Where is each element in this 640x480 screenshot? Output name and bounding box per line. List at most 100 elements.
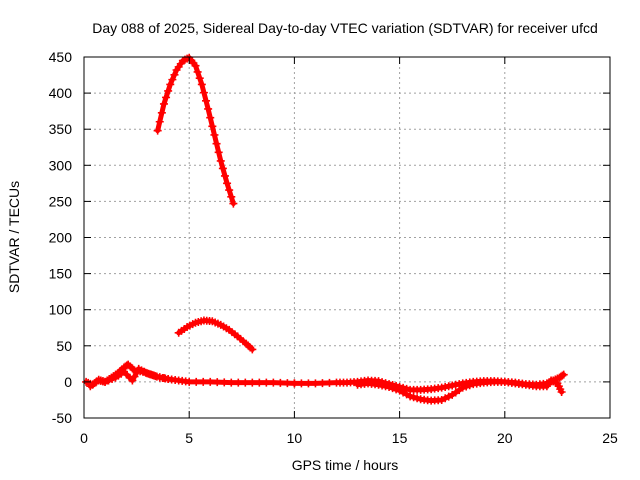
data-point-marker: [262, 378, 271, 387]
data-point-marker: [248, 345, 257, 354]
data-point-marker: [558, 371, 567, 380]
data-point-marker: [155, 117, 164, 126]
chart-title: Day 088 of 2025, Sidereal Day-to-day VTE…: [92, 20, 598, 36]
data-point-marker: [218, 164, 227, 173]
x-tick-label: 25: [602, 430, 618, 446]
y-tick-label: 400: [49, 85, 73, 101]
data-point-marker: [195, 74, 204, 83]
data-point-marker: [241, 378, 250, 387]
data-point-marker: [168, 75, 177, 84]
x-axis-label: GPS time / hours: [292, 457, 399, 473]
data-point-marker: [304, 379, 313, 388]
data-point-marker: [227, 192, 236, 201]
data-point-marker: [557, 388, 566, 397]
data-point-marker: [191, 61, 200, 70]
data-point-marker: [290, 379, 299, 388]
data-point-marker: [234, 378, 243, 387]
data-point-marker: [214, 148, 223, 157]
data-point-marker: [283, 379, 292, 388]
data-point-marker: [465, 381, 474, 390]
y-tick-label: 350: [49, 121, 73, 137]
grid-lines: [84, 57, 610, 418]
data-point-marker: [197, 80, 206, 89]
series-arc-peak: [153, 53, 238, 208]
data-point-marker: [388, 384, 397, 393]
data-point-marker: [101, 377, 110, 386]
data-point-marker: [220, 378, 229, 387]
y-tick-label: 200: [49, 230, 73, 246]
data-point-marker: [325, 378, 334, 387]
data-point-marker: [159, 374, 168, 383]
data-point-marker: [444, 392, 453, 401]
data-point-marker: [199, 377, 208, 386]
data-point-marker: [164, 86, 173, 95]
data-point-marker: [157, 108, 166, 117]
data-point-marker: [276, 378, 285, 387]
data-point-marker: [193, 67, 202, 76]
data-point-marker: [462, 382, 471, 391]
data-point-marker: [225, 186, 234, 195]
series-baseline-b: [86, 364, 173, 391]
data-point-marker: [192, 377, 201, 386]
y-axis-label: SDTVAR / TECUs: [6, 181, 22, 293]
y-tick-label: 50: [56, 338, 72, 354]
series-baseline-d: [353, 376, 566, 405]
data-point-marker: [185, 377, 194, 386]
data-point-marker: [206, 377, 215, 386]
data-point-marker: [212, 139, 221, 148]
x-tick-label: 0: [80, 430, 88, 446]
data-point-marker: [208, 122, 217, 131]
data-point-marker: [206, 113, 215, 122]
data-point-marker: [458, 383, 467, 392]
data-point-marker: [392, 385, 401, 394]
data-point-marker: [248, 378, 257, 387]
x-tick-label: 20: [497, 430, 513, 446]
data-point-marker: [210, 130, 219, 139]
data-point-marker: [441, 394, 450, 403]
y-tick-label: 450: [49, 49, 73, 65]
data-point-marker: [204, 104, 213, 113]
y-tick-label: 300: [49, 157, 73, 173]
data-point-marker: [166, 80, 175, 89]
x-tick-label: 10: [287, 430, 303, 446]
data-point-marker: [229, 199, 238, 208]
y-tick-label: 100: [49, 302, 73, 318]
y-tick-label: 0: [64, 374, 72, 390]
data-point-marker: [104, 376, 113, 385]
data-point-marker: [318, 379, 327, 388]
data-point-marker: [406, 392, 415, 401]
data-point-marker: [164, 375, 173, 384]
data-point-marker: [159, 99, 168, 108]
data-point-marker: [437, 395, 446, 404]
data-point-marker: [216, 156, 225, 165]
data-point-marker: [413, 394, 422, 403]
data-point-marker: [223, 179, 232, 188]
data-point-marker: [213, 378, 222, 387]
data-point-marker: [269, 378, 278, 387]
data-point-marker: [311, 379, 320, 388]
series-arc-mid: [174, 316, 257, 354]
data-point-marker: [559, 370, 568, 379]
data-point-marker: [255, 378, 264, 387]
x-tick-label: 15: [392, 430, 408, 446]
x-tick-label: 5: [185, 430, 193, 446]
data-point-marker: [409, 393, 418, 402]
data-point-marker: [202, 96, 211, 105]
y-tick-label: -50: [52, 410, 72, 426]
data-point-marker: [227, 378, 236, 387]
data-point-marker: [170, 70, 179, 79]
data-point-marker: [155, 373, 164, 382]
data-point-marker: [108, 375, 117, 384]
data-point-marker: [199, 88, 208, 97]
data-point-marker: [385, 382, 394, 391]
axis-ticks: 0 5 10 15 20 25 -50 0 50 100 150 200 250 300 350 400 450: [49, 49, 618, 446]
y-tick-label: 250: [49, 193, 73, 209]
y-tick-label: 150: [49, 266, 73, 282]
data-point-marker: [297, 379, 306, 388]
data-point-marker: [122, 361, 131, 370]
data-point-marker: [153, 126, 162, 135]
data-point-marker: [220, 171, 229, 180]
data-point-marker: [162, 93, 171, 102]
